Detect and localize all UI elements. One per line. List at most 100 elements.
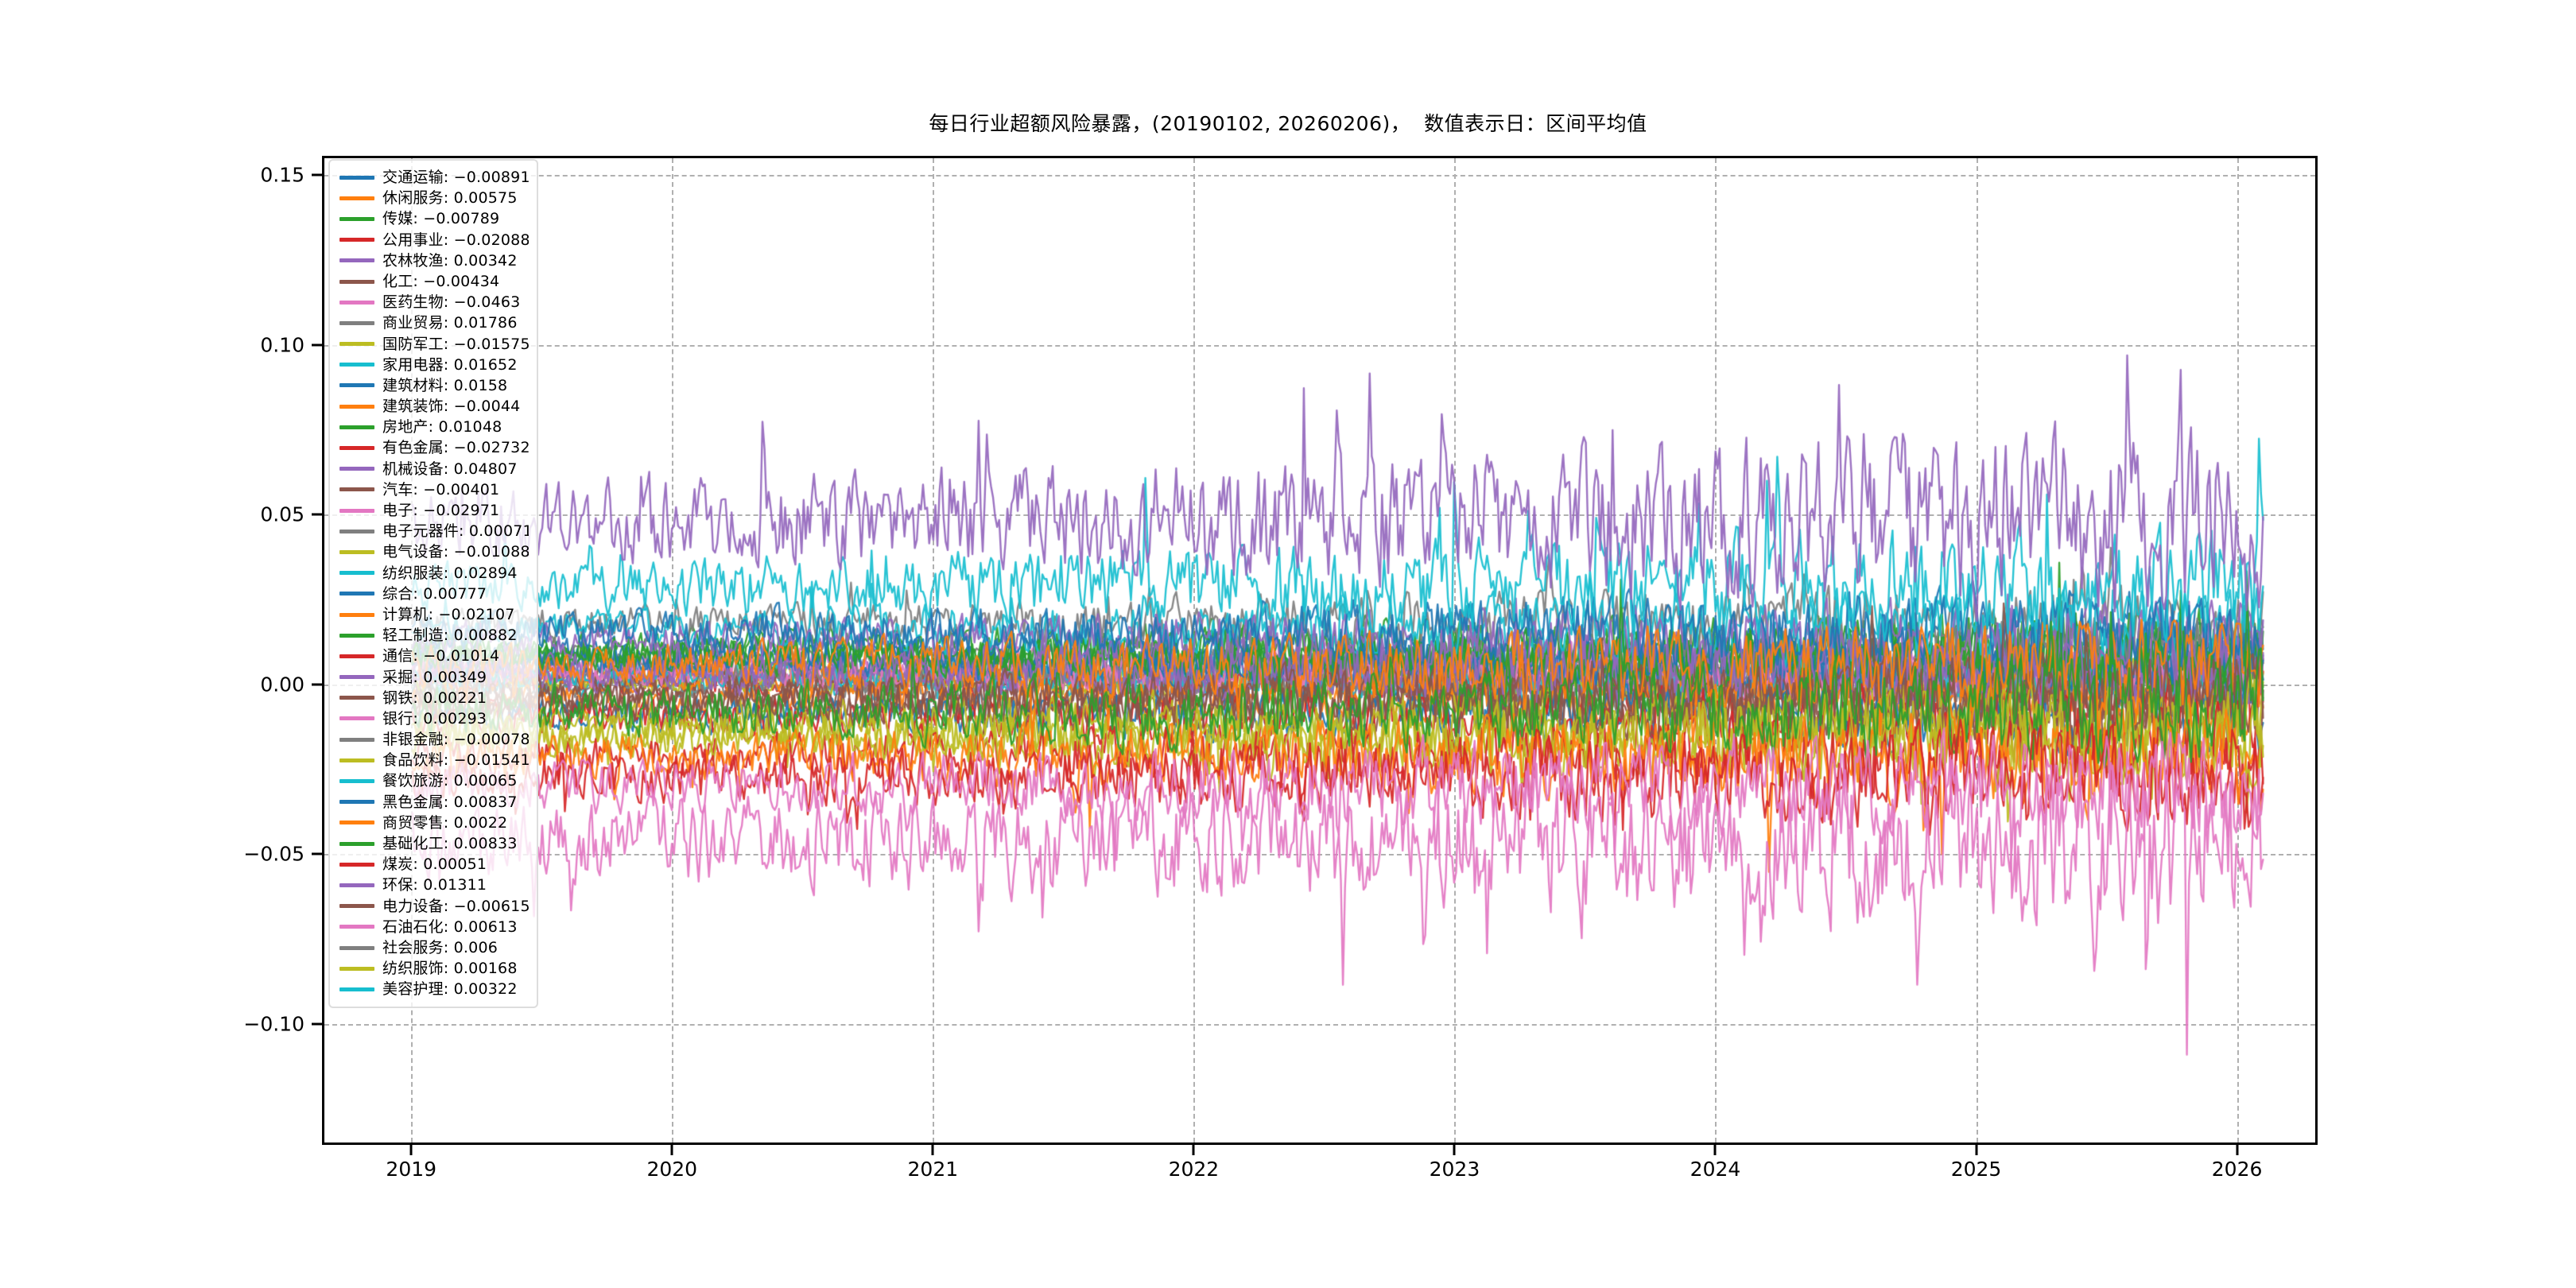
legend-item[interactable]: 交通运输: −0.00891 — [336, 167, 529, 188]
x-axis-tick-label: 2024 — [1690, 1158, 1741, 1181]
legend-label: 采掘: 0.00349 — [382, 668, 487, 686]
legend-item[interactable]: 商业贸易: 0.01786 — [336, 312, 529, 333]
legend-item[interactable]: 采掘: 0.00349 — [336, 667, 529, 688]
legend-label: 餐饮旅游: 0.00065 — [382, 772, 518, 790]
legend-item[interactable]: 化工: −0.00434 — [336, 271, 529, 292]
legend-color-swatch — [339, 279, 374, 284]
legend-item[interactable]: 汽车: −0.00401 — [336, 479, 529, 500]
legend-color-swatch — [339, 549, 374, 554]
legend-color-swatch — [339, 675, 374, 680]
legend-item[interactable]: 农林牧渔: 0.00342 — [336, 250, 529, 271]
legend-label: 煤炭: 0.00051 — [382, 855, 487, 874]
y-axis-tick-label: −0.05 — [243, 842, 305, 866]
y-axis-tick-label: 0.00 — [260, 673, 305, 696]
legend-item[interactable]: 商贸零售: 0.0022 — [336, 813, 529, 833]
legend-color-swatch — [339, 592, 374, 596]
legend-label: 国防军工: −0.01575 — [382, 335, 529, 353]
legend-color-swatch — [339, 446, 374, 451]
legend-color-swatch — [339, 904, 374, 909]
legend-color-swatch — [339, 841, 374, 846]
legend-label: 通信: −0.01014 — [382, 647, 500, 665]
legend-color-swatch — [339, 737, 374, 742]
series-canvas — [324, 158, 2315, 1143]
y-axis-tick-mark — [312, 513, 322, 516]
legend-item[interactable]: 传媒: −0.00789 — [336, 208, 529, 229]
legend-item[interactable]: 家用电器: 0.01652 — [336, 355, 529, 375]
legend-item[interactable]: 轻工制造: 0.00882 — [336, 625, 529, 646]
x-axis-tick-label: 2022 — [1168, 1158, 1220, 1181]
legend-color-swatch — [339, 966, 374, 971]
legend-item[interactable]: 有色金属: −0.02732 — [336, 437, 529, 458]
legend-color-swatch — [339, 633, 374, 638]
legend-item[interactable]: 美容护理: 0.00322 — [336, 979, 529, 999]
x-axis-tick-label: 2021 — [907, 1158, 959, 1181]
legend-item[interactable]: 通信: −0.01014 — [336, 646, 529, 666]
legend-item[interactable]: 黑色金属: 0.00837 — [336, 792, 529, 813]
legend-label: 银行: 0.00293 — [382, 709, 487, 727]
legend-label: 石油石化: 0.00613 — [382, 918, 518, 936]
legend-item[interactable]: 基础化工: 0.00833 — [336, 833, 529, 854]
legend-item[interactable]: 煤炭: 0.00051 — [336, 854, 529, 875]
legend-item[interactable]: 食品饮料: −0.01541 — [336, 750, 529, 770]
x-axis-tick-mark — [1192, 1145, 1195, 1155]
legend-color-swatch — [339, 571, 374, 576]
legend-color-swatch — [339, 238, 374, 242]
legend-item[interactable]: 非银金融: −0.00078 — [336, 729, 529, 750]
x-axis-tick-label: 2020 — [646, 1158, 698, 1181]
legend-item[interactable]: 钢铁: 0.00221 — [336, 688, 529, 708]
legend-color-swatch — [339, 758, 374, 762]
legend-label: 医药生物: −0.0463 — [382, 293, 521, 312]
legend-label: 计算机: −0.02107 — [382, 605, 515, 623]
legend-item[interactable]: 公用事业: −0.02088 — [336, 230, 529, 250]
legend-label: 基础化工: 0.00833 — [382, 835, 518, 852]
legend-item[interactable]: 电力设备: −0.00615 — [336, 896, 529, 917]
legend-color-swatch — [339, 425, 374, 429]
legend-color-swatch — [339, 800, 374, 805]
legend-color-swatch — [339, 487, 374, 492]
y-axis-tick-label: −0.10 — [243, 1012, 305, 1036]
legend-label: 农林牧渔: 0.00342 — [382, 251, 518, 270]
legend-item[interactable]: 国防军工: −0.01575 — [336, 334, 529, 355]
legend-color-swatch — [339, 363, 374, 367]
y-axis-tick-mark — [312, 1022, 322, 1026]
legend-color-swatch — [339, 196, 374, 200]
page-title: 每日行业超额风险暴露，(20190102, 20260206)， 数值表示日：区… — [929, 112, 1647, 135]
legend-item[interactable]: 电子: −0.02971 — [336, 500, 529, 521]
legend-item[interactable]: 环保: 0.01311 — [336, 875, 529, 895]
legend-item[interactable]: 电子元器件: 0.00071 — [336, 521, 529, 541]
plot-area — [322, 156, 2318, 1145]
legend-label: 电力设备: −0.00615 — [382, 897, 529, 915]
legend-label: 电子: −0.02971 — [382, 502, 500, 519]
legend-item[interactable]: 建筑装饰: −0.0044 — [336, 396, 529, 417]
legend-label: 非银金融: −0.00078 — [382, 731, 529, 749]
legend-item[interactable]: 纺织服饰: 0.00168 — [336, 958, 529, 979]
legend-item[interactable]: 银行: 0.00293 — [336, 708, 529, 729]
y-axis-tick-mark — [312, 683, 322, 686]
y-axis-tick-mark — [312, 852, 322, 855]
x-axis-tick-mark — [2236, 1145, 2239, 1155]
legend-item[interactable]: 石油石化: 0.00613 — [336, 917, 529, 937]
legend-color-swatch — [339, 612, 374, 617]
x-axis-tick-label: 2025 — [1950, 1158, 2002, 1181]
y-axis-tick-label: 0.15 — [260, 163, 305, 187]
legend-label: 环保: 0.01311 — [382, 876, 487, 894]
legend-item[interactable]: 机械设备: 0.04807 — [336, 459, 529, 479]
legend-item[interactable]: 社会服务: 0.006 — [336, 937, 529, 958]
x-axis-tick-mark — [670, 1145, 673, 1155]
legend-color-swatch — [339, 175, 374, 180]
legend-item[interactable]: 餐饮旅游: 0.00065 — [336, 770, 529, 791]
legend-item[interactable]: 综合: 0.00777 — [336, 584, 529, 604]
legend-label: 传媒: −0.00789 — [382, 210, 500, 228]
x-axis-tick-mark — [409, 1145, 413, 1155]
legend-item[interactable]: 电气设备: −0.01088 — [336, 541, 529, 562]
legend-label: 食品饮料: −0.01541 — [382, 751, 529, 770]
legend-item[interactable]: 纺织服装: 0.02894 — [336, 563, 529, 584]
legend-item[interactable]: 房地产: 0.01048 — [336, 417, 529, 437]
legend-item[interactable]: 建筑材料: 0.0158 — [336, 375, 529, 396]
legend-item[interactable]: 计算机: −0.02107 — [336, 604, 529, 625]
legend-label: 有色金属: −0.02732 — [382, 439, 529, 457]
legend-item[interactable]: 医药生物: −0.0463 — [336, 292, 529, 312]
x-axis-tick-mark — [1975, 1145, 1978, 1155]
legend-item[interactable]: 休闲服务: 0.00575 — [336, 188, 529, 208]
